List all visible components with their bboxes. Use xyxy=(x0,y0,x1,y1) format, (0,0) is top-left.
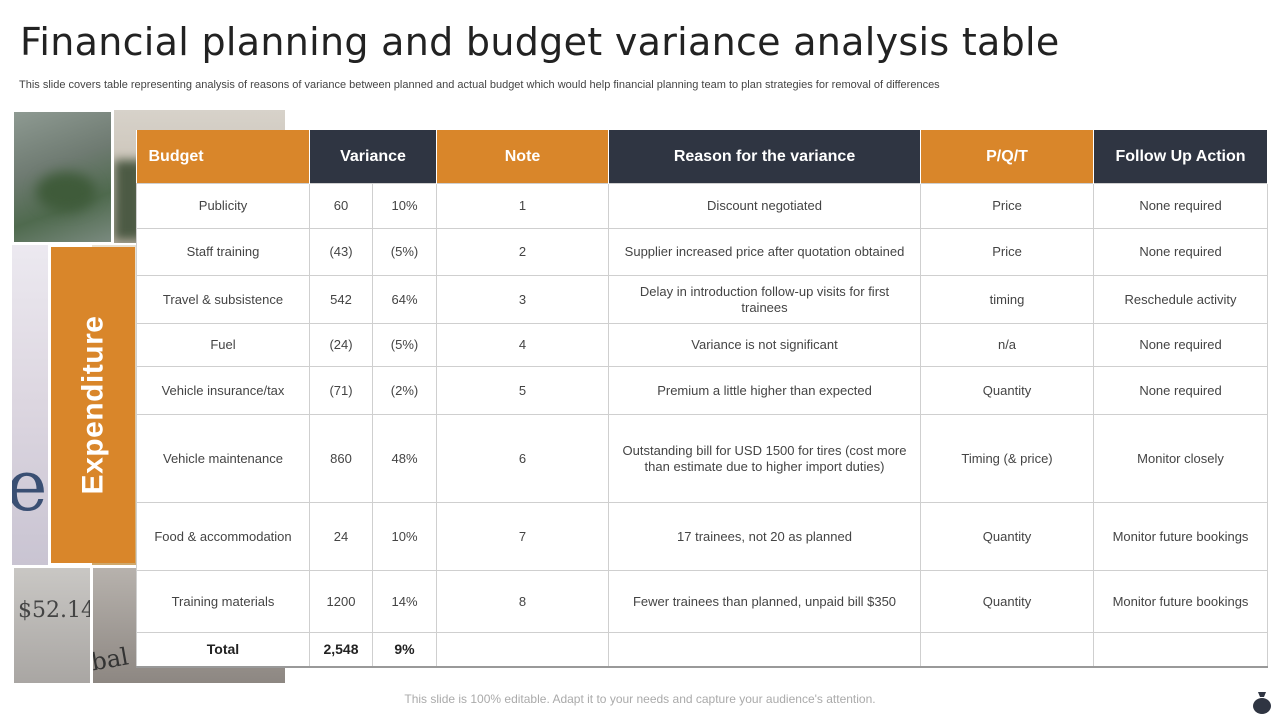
header-follow-up: Follow Up Action xyxy=(1093,130,1269,184)
pqt-cell: timing xyxy=(920,275,1095,324)
variance-value-cell: 60 xyxy=(309,183,373,229)
total-empty xyxy=(1093,632,1269,668)
follow-up-cell: Reschedule activity xyxy=(1093,275,1269,324)
budget-cell: Food & accommodation xyxy=(136,502,310,571)
note-cell: 5 xyxy=(436,366,610,415)
variance-pct-cell: 64% xyxy=(371,275,438,324)
note-cell: 6 xyxy=(436,414,610,503)
budget-cell: Fuel xyxy=(136,323,310,367)
pqt-cell: n/a xyxy=(920,323,1095,367)
follow-up-cell: None required xyxy=(1093,323,1269,367)
reason-cell: Outstanding bill for USD 1500 for tires … xyxy=(608,414,922,503)
budget-cell: Training materials xyxy=(136,570,310,633)
header-pqt: P/Q/T xyxy=(920,130,1095,184)
variance-value-cell: 542 xyxy=(309,275,373,324)
variance-pct-cell: 48% xyxy=(371,414,438,503)
variance-table: Budget Variance Note Reason for the vari… xyxy=(136,130,1269,668)
note-cell: 1 xyxy=(436,183,610,229)
budget-cell: Publicity xyxy=(136,183,310,229)
table-row: Food & accommodation 24 10% 7 17 trainees, n… xyxy=(136,502,1269,571)
table-row: Vehicle maintenance 860 48% 6 Outstanding bi… xyxy=(136,414,1269,503)
reason-cell: Variance is not significant xyxy=(608,323,922,367)
reason-cell: Supplier increased price after quotation… xyxy=(608,228,922,276)
reason-cell: Delay in introduction follow-up visits f… xyxy=(608,275,922,324)
note-cell: 4 xyxy=(436,323,610,367)
header-variance: Variance xyxy=(309,130,438,184)
reason-cell: Premium a little higher than expected xyxy=(608,366,922,415)
total-empty xyxy=(920,632,1095,668)
variance-pct-cell: (5%) xyxy=(371,323,438,367)
header-budget: Budget xyxy=(136,130,310,184)
reason-cell: Fewer trainees than planned, unpaid bill… xyxy=(608,570,922,633)
follow-up-cell: None required xyxy=(1093,183,1269,229)
total-pct: 9% xyxy=(371,632,438,668)
variance-value-cell: 860 xyxy=(309,414,373,503)
follow-up-cell: Monitor closely xyxy=(1093,414,1269,503)
pqt-cell: Price xyxy=(920,228,1095,276)
photo-newspaper-left: es xyxy=(12,245,48,565)
table-row: Staff training (43) (5%) 2 Supplier increase… xyxy=(136,228,1269,276)
note-cell: 7 xyxy=(436,502,610,571)
variance-value-cell: 24 xyxy=(309,502,373,571)
variance-value-cell: (24) xyxy=(309,323,373,367)
header-note: Note xyxy=(436,130,610,184)
budget-cell: Staff training xyxy=(136,228,310,276)
photo-plant xyxy=(14,112,111,242)
follow-up-cell: None required xyxy=(1093,228,1269,276)
variance-value-cell: (43) xyxy=(309,228,373,276)
note-cell: 3 xyxy=(436,275,610,324)
table-row: Travel & subsistence 542 64% 3 Delay in intr… xyxy=(136,275,1269,324)
variance-pct-cell: (2%) xyxy=(371,366,438,415)
variance-pct-cell: 10% xyxy=(371,502,438,571)
footer-note: This slide is 100% editable. Adapt it to… xyxy=(404,692,876,706)
table-row: Fuel (24) (5%) 4 Variance is not significant… xyxy=(136,323,1269,367)
table-row: Publicity 60 10% 1 Discount negotiated Price N… xyxy=(136,183,1269,229)
pqt-cell: Quantity xyxy=(920,570,1095,633)
follow-up-cell: None required xyxy=(1093,366,1269,415)
pqt-cell: Timing (& price) xyxy=(920,414,1095,503)
budget-cell: Vehicle maintenance xyxy=(136,414,310,503)
pqt-cell: Quantity xyxy=(920,366,1095,415)
total-empty xyxy=(608,632,922,668)
note-cell: 2 xyxy=(436,228,610,276)
variance-pct-cell: 10% xyxy=(371,183,438,229)
reason-cell: Discount negotiated xyxy=(608,183,922,229)
pqt-cell: Quantity xyxy=(920,502,1095,571)
note-cell: 8 xyxy=(436,570,610,633)
total-row: Total 2,548 9% xyxy=(136,632,1269,668)
variance-pct-cell: 14% xyxy=(371,570,438,633)
total-value: 2,548 xyxy=(309,632,373,668)
pqt-cell: Price xyxy=(920,183,1095,229)
header-reason: Reason for the variance xyxy=(608,130,922,184)
variance-value-cell: (71) xyxy=(309,366,373,415)
money-bag-icon xyxy=(1253,692,1271,714)
photo-prices: $52.14 xyxy=(14,568,90,683)
table-row: Training materials 1200 14% 8 Fewer trainees… xyxy=(136,570,1269,633)
table-row: Vehicle insurance/tax (71) (2%) 5 Premium a … xyxy=(136,366,1269,415)
follow-up-cell: Monitor future bookings xyxy=(1093,570,1269,633)
page-subtitle: This slide covers table representing ana… xyxy=(19,79,940,91)
page-title: Financial planning and budget variance a… xyxy=(20,20,1060,64)
reason-cell: 17 trainees, not 20 as planned xyxy=(608,502,922,571)
follow-up-cell: Monitor future bookings xyxy=(1093,502,1269,571)
expenditure-label: Expenditure xyxy=(76,315,109,495)
budget-cell: Travel & subsistence xyxy=(136,275,310,324)
variance-value-cell: 1200 xyxy=(309,570,373,633)
total-empty xyxy=(436,632,610,668)
variance-pct-cell: (5%) xyxy=(371,228,438,276)
budget-cell: Vehicle insurance/tax xyxy=(136,366,310,415)
expenditure-band: Expenditure xyxy=(51,247,135,563)
total-label: Total xyxy=(136,632,310,668)
